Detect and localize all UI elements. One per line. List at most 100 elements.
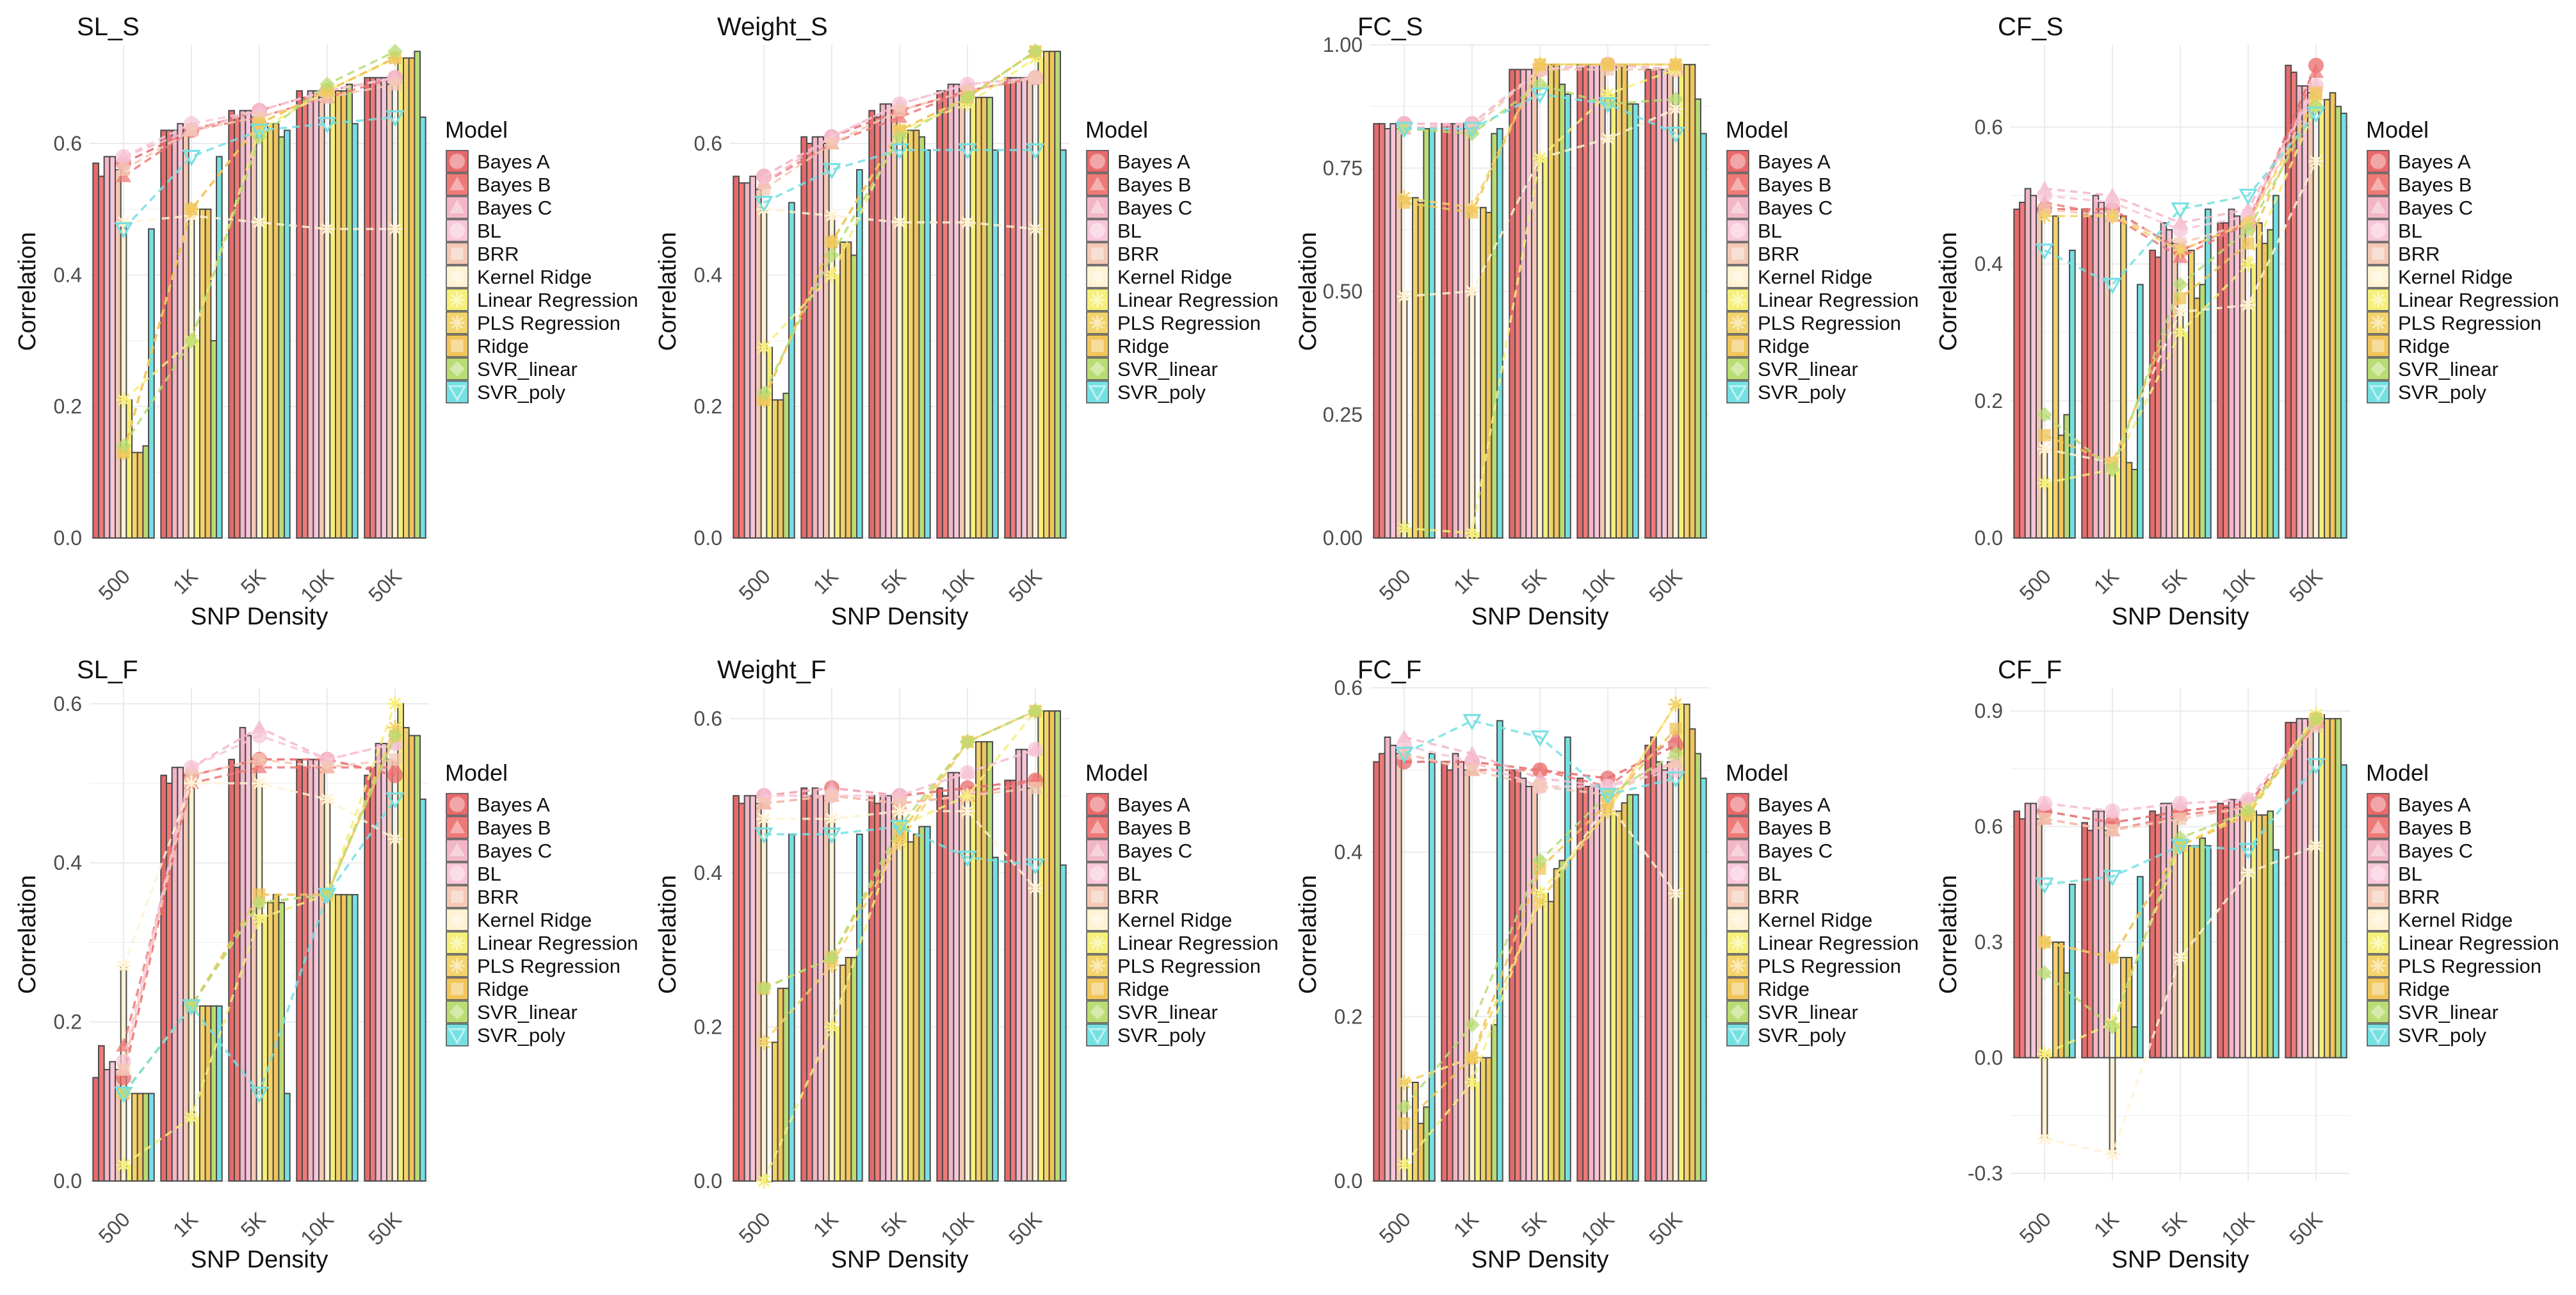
legend-label: SVR_poly [2398, 1024, 2486, 1047]
legend-swatch [1726, 1000, 1749, 1023]
data-point [185, 203, 198, 216]
bar [754, 188, 762, 539]
panel-title: Weight_S [717, 13, 828, 41]
data-point [2037, 795, 2052, 811]
series-line [122, 116, 396, 230]
legend-label: Kernel Ridge [477, 266, 592, 288]
series-lines [754, 703, 1045, 1189]
bar [1626, 103, 1634, 539]
bar [92, 162, 99, 539]
legend-swatch [1086, 862, 1109, 885]
data-point [387, 728, 403, 744]
legend-label: PLS Regression [1117, 955, 1261, 977]
bar [856, 169, 863, 539]
bar [188, 215, 195, 539]
bar [346, 83, 353, 539]
bar [385, 758, 393, 1182]
y-tick-label: 0.6 [1334, 676, 1363, 699]
bar [307, 90, 314, 539]
legend-swatch [446, 334, 469, 357]
bar [1491, 133, 1498, 539]
bars [2013, 65, 2347, 539]
series-line [764, 825, 1036, 867]
data-point [2103, 870, 2122, 886]
y-axis-title: Correlation [654, 875, 681, 994]
series-lines [114, 44, 405, 460]
data-point [387, 44, 403, 60]
bar [1593, 63, 1600, 539]
data-point [185, 769, 198, 782]
legend-marker [2369, 385, 2388, 402]
chart-panel: SL_F 0.0 0.2 0.4 0.6 500 1K 5K 10K 50K SNP Density… [14, 656, 638, 1273]
legend-title: Model [1085, 760, 1148, 786]
bar [1632, 794, 1639, 1182]
data-point [2308, 99, 2324, 115]
bar [2120, 957, 2127, 1059]
legend-swatch [446, 357, 469, 380]
legend-marker [450, 200, 465, 213]
bar [1530, 69, 1538, 539]
bars [1373, 63, 1707, 539]
data-point [2240, 297, 2256, 313]
bar [2222, 806, 2230, 1059]
bar [1661, 69, 1668, 539]
bar [216, 1005, 223, 1182]
bar [1610, 94, 1617, 539]
data-point [253, 753, 266, 766]
bar [992, 149, 999, 539]
legend-marker [450, 361, 465, 377]
legend-marker [2370, 797, 2386, 812]
data-point [960, 803, 975, 819]
legend-label: SVR_poly [1117, 1024, 1206, 1047]
bar [2335, 106, 2342, 539]
bar [772, 1041, 779, 1182]
data-point [2038, 936, 2051, 949]
bar [879, 103, 887, 539]
data-point [1397, 288, 1412, 304]
legend-swatch [1726, 242, 1749, 265]
bar [2340, 764, 2347, 1059]
legend-marker [451, 982, 464, 995]
bar [1446, 769, 1454, 1182]
y-tick-label: 0.0 [54, 526, 82, 550]
legend-marker [2370, 223, 2386, 238]
bar [165, 129, 173, 539]
bars [733, 51, 1067, 539]
y-axis-title: Correlation [1935, 875, 1962, 994]
data-point [1668, 885, 1683, 901]
legend-label: SVR_poly [1758, 1024, 1846, 1047]
legend-label: BRR [2398, 243, 2440, 265]
bar [1548, 63, 1555, 539]
legend-marker [2369, 1028, 2388, 1045]
legend-swatch [1726, 173, 1749, 196]
bar [1564, 737, 1571, 1182]
bar [340, 90, 348, 539]
series-line [1404, 736, 1677, 788]
legend-marker [1090, 200, 1105, 213]
legend-label: Bayes C [477, 197, 552, 219]
y-tick-label: 0.9 [1975, 699, 2003, 722]
legend-title: Model [1726, 760, 1788, 786]
legend-label: Linear Regression [1117, 289, 1279, 311]
bar [2272, 849, 2280, 1059]
legend-swatch [446, 816, 469, 839]
legend-marker [1730, 935, 1746, 950]
data-point [116, 1157, 131, 1173]
bar [284, 129, 291, 539]
bar [103, 156, 111, 539]
bar [2296, 85, 2303, 539]
bar [902, 826, 909, 1182]
legend-label: BL [2398, 863, 2422, 885]
series-line [1404, 63, 1676, 209]
data-point [1666, 771, 1685, 788]
bar [1048, 51, 1056, 539]
legend-label: Kernel Ridge [1758, 909, 1872, 931]
bar [329, 90, 337, 539]
legend-swatch [446, 150, 469, 173]
x-tick-label: 500 [94, 1207, 134, 1248]
bar [1021, 749, 1028, 1182]
bar [1587, 63, 1595, 539]
bar [1474, 1082, 1482, 1182]
